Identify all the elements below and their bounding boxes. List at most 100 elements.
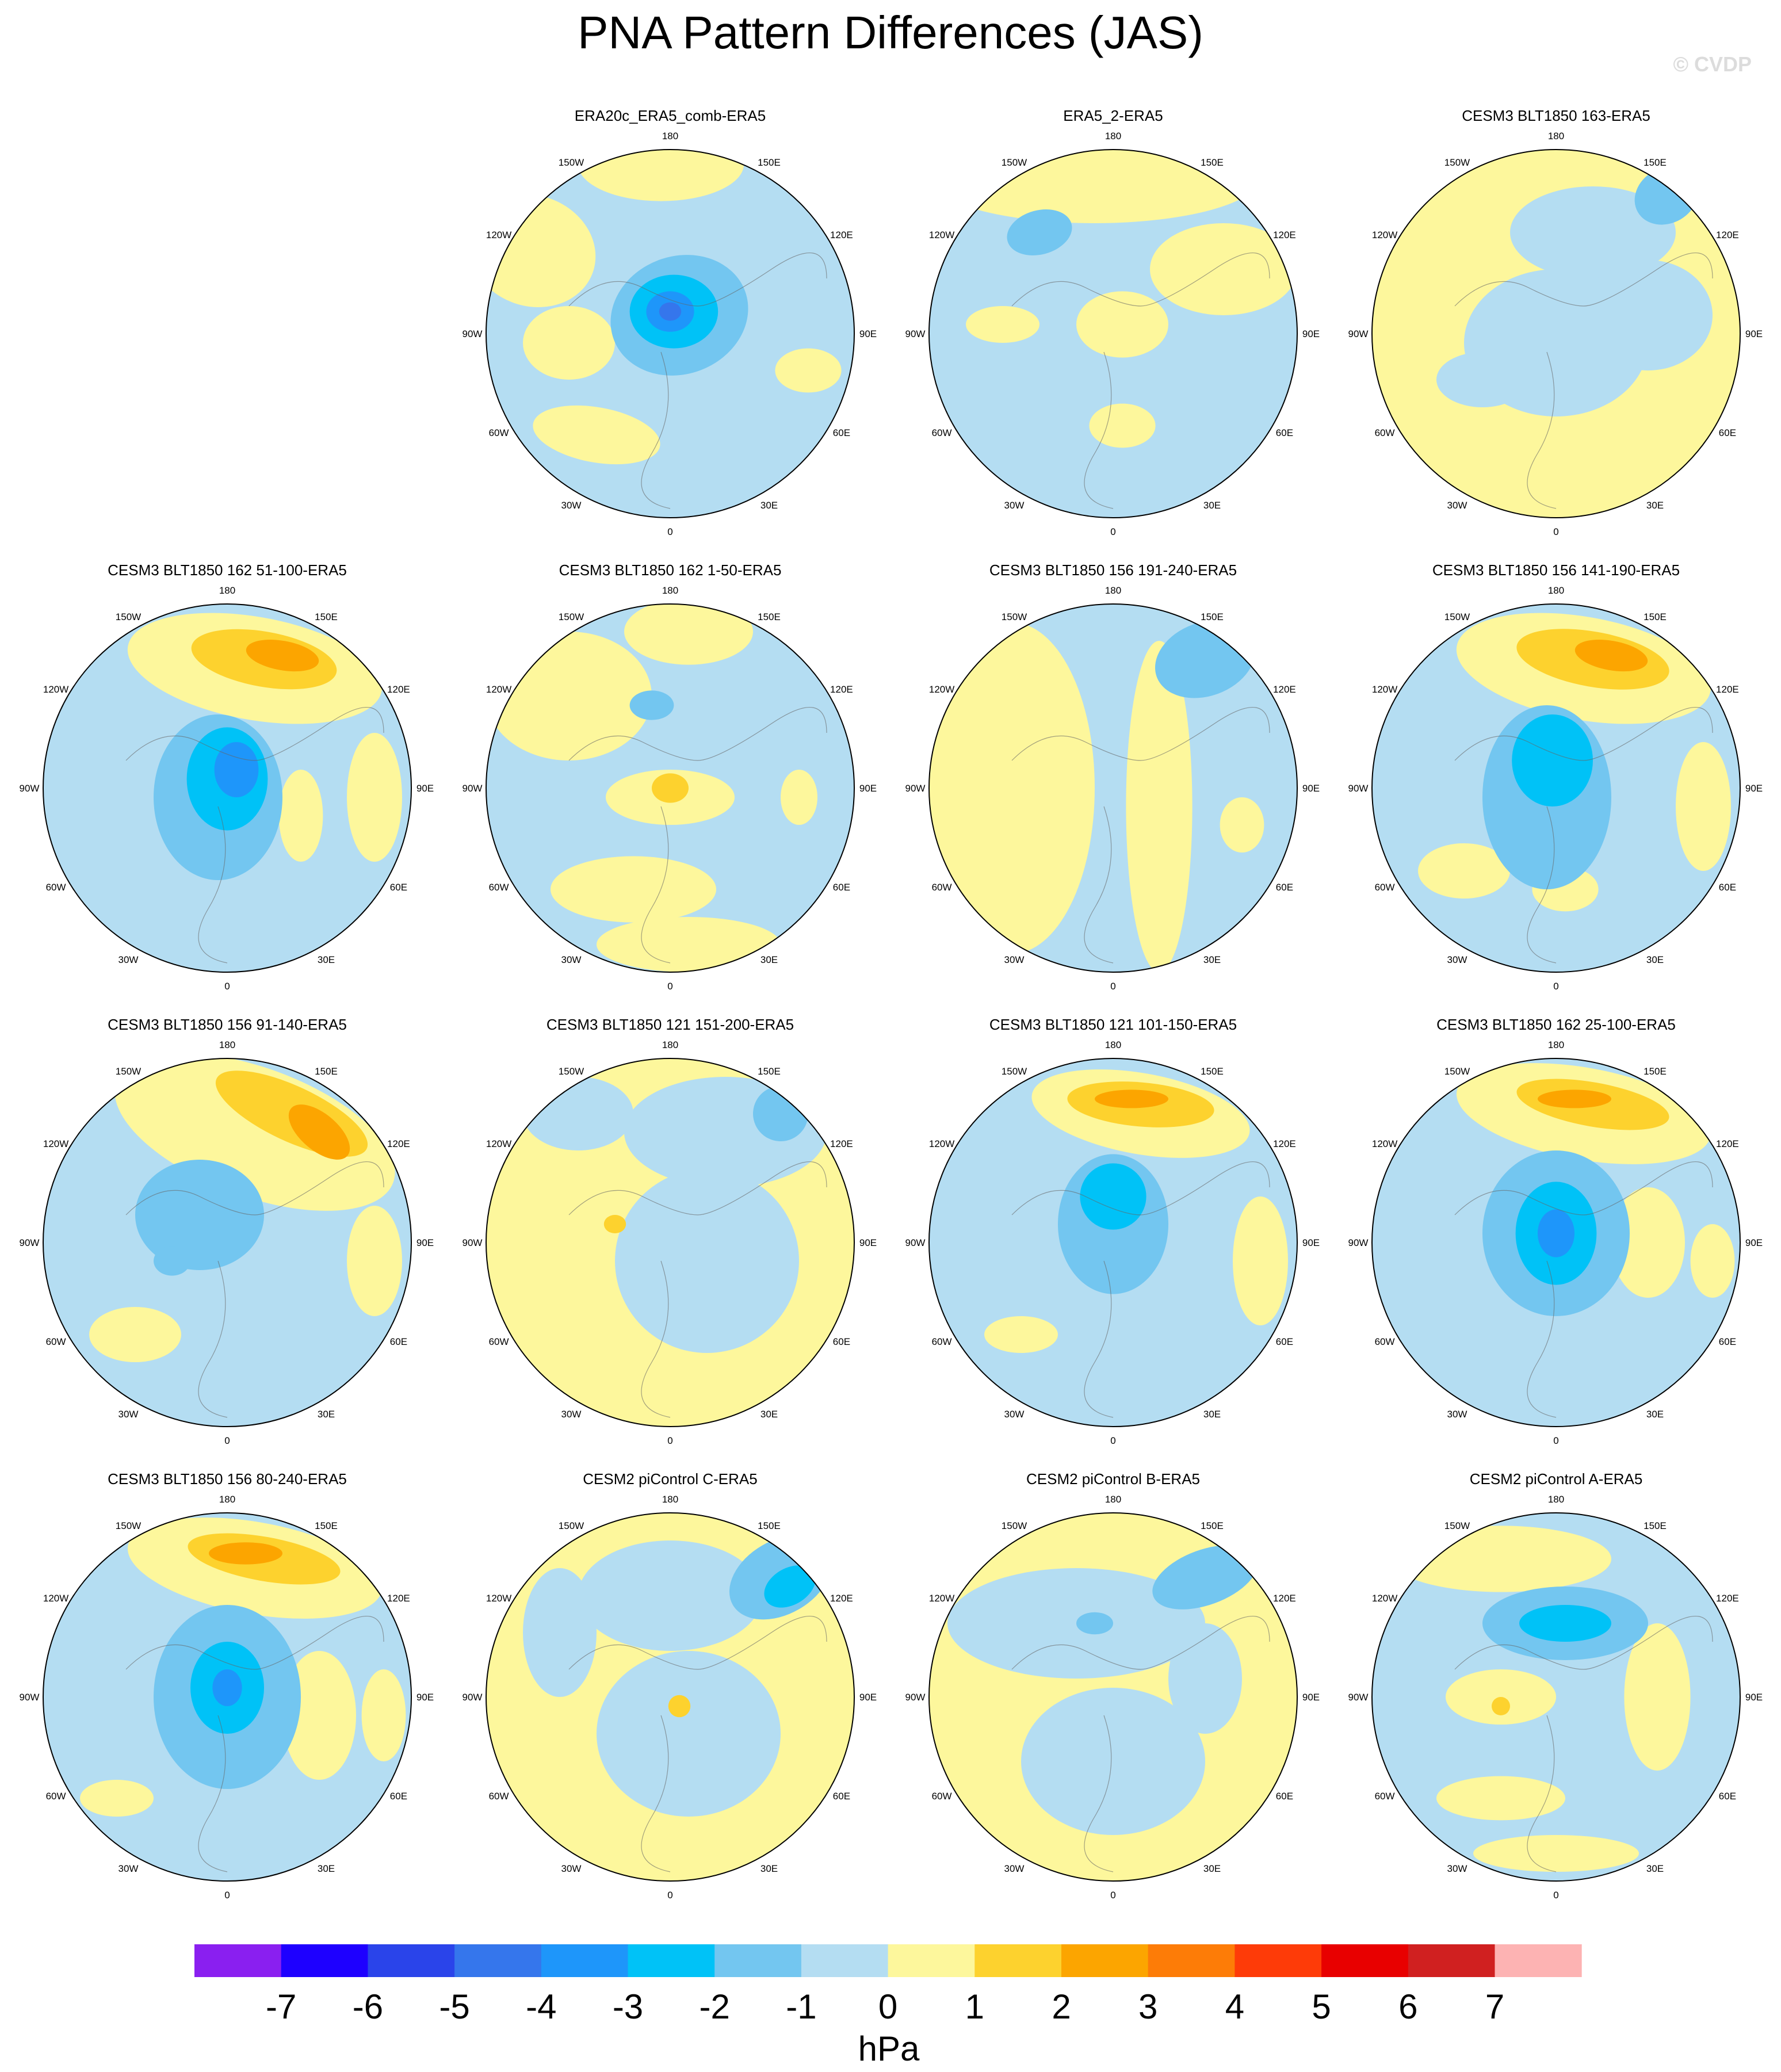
longitude-label: 90E — [859, 1692, 877, 1703]
longitude-label: 90W — [905, 783, 926, 794]
map-border — [928, 1058, 1298, 1427]
map-field — [486, 1513, 854, 1881]
panel-title: CESM2 piControl B-ERA5 — [1026, 1470, 1200, 1488]
contour-region — [775, 348, 842, 393]
contour-region — [533, 405, 660, 465]
contour-region — [652, 773, 689, 803]
contour-region — [89, 1307, 181, 1362]
longitude-label: 150E — [758, 611, 781, 622]
coastline — [641, 1260, 671, 1418]
contour-region — [1418, 843, 1510, 899]
longitude-label: 180 — [1105, 1039, 1121, 1050]
contour-region — [80, 1780, 154, 1817]
coastline — [125, 706, 384, 761]
colorbar-tick-label: -4 — [526, 1987, 556, 2026]
contour-region — [1390, 1526, 1611, 1592]
coastline — [125, 1615, 384, 1670]
map-border — [1371, 1512, 1741, 1882]
map-panel: ERA20c_ERA5_comb-ERA5 0 30E 60E 90E 120E 150E 1… — [463, 107, 877, 537]
colorbar-swatch — [541, 1944, 628, 1977]
longitude-label: 30W — [561, 954, 582, 965]
map-panel: CESM3 BLT1850 156 80-240-ERA5 0 30E 60E 90E 1… — [20, 1470, 434, 1901]
map-panel: ERA5_2-ERA5 0 30E 60E 90E 120E 150E 180 150W 120W… — [905, 107, 1320, 537]
longitude-label: 90W — [905, 1237, 926, 1248]
longitude-label: 0 — [224, 1890, 230, 1901]
longitude-label: 150W — [559, 157, 584, 168]
panel-title: CESM3 BLT1850 121 101-150-ERA5 — [989, 1016, 1237, 1033]
map-field — [929, 604, 1297, 972]
contour-region — [347, 1206, 402, 1316]
map-panel: CESM3 BLT1850 163-ERA5 0 30E 60E 90E 120E 150E… — [1348, 107, 1763, 537]
longitude-label: 90E — [1745, 783, 1763, 794]
longitude-label: 30E — [1203, 1409, 1221, 1420]
longitude-label: 30W — [561, 1409, 582, 1420]
coastline — [1011, 706, 1270, 761]
longitude-label: 90W — [1348, 783, 1369, 794]
contour-region — [1473, 1835, 1639, 1872]
longitude-label: 90E — [416, 783, 434, 794]
contour-region — [1510, 186, 1676, 278]
coastline — [198, 1715, 228, 1872]
longitude-label: 120W — [929, 684, 954, 695]
colorbar-tick-label: 1 — [965, 1987, 984, 2026]
map-border — [1371, 603, 1741, 973]
coastline — [1527, 1715, 1557, 1872]
longitude-label: 150E — [758, 157, 781, 168]
contour-region — [929, 622, 1095, 954]
contour-region — [668, 1695, 691, 1718]
longitude-label: 30E — [1646, 500, 1664, 511]
longitude-label: 180 — [1105, 131, 1121, 142]
map-panel: CESM2 piControl B-ERA5 0 30E 60E 90E 120E 150E… — [905, 1470, 1320, 1901]
longitude-label: 120W — [486, 684, 511, 695]
contour-region — [282, 1651, 356, 1780]
panel-title: CESM3 BLT1850 121 151-200-ERA5 — [546, 1016, 794, 1033]
longitude-label: 180 — [662, 1494, 678, 1505]
map-field — [486, 1058, 854, 1427]
longitude-label: 60W — [489, 1336, 509, 1347]
longitude-label: 150W — [116, 1520, 141, 1531]
panel-title: ERA5_2-ERA5 — [1063, 107, 1163, 124]
longitude-label: 90W — [1348, 1692, 1369, 1703]
longitude-label: 90E — [1745, 1692, 1763, 1703]
map-border — [928, 149, 1298, 518]
contour-region — [209, 1542, 282, 1565]
longitude-label: 60E — [390, 882, 407, 893]
longitude-label: 150W — [116, 611, 141, 622]
map-panel: CESM3 BLT1850 156 191-240-ERA5 0 30E 60E 90E… — [905, 561, 1320, 992]
contour-region — [597, 1651, 781, 1817]
longitude-label: 180 — [1105, 585, 1121, 596]
coastline — [1454, 1161, 1713, 1215]
longitude-label: 120E — [1273, 230, 1296, 240]
colorbar-swatch — [1148, 1944, 1235, 1977]
longitude-label: 150E — [1644, 611, 1667, 622]
panel-title: CESM2 piControl C-ERA5 — [583, 1470, 757, 1488]
contour-region — [1611, 1187, 1685, 1298]
longitude-label: 0 — [1553, 526, 1558, 537]
panel-title: CESM3 BLT1850 162 25-100-ERA5 — [1436, 1016, 1676, 1033]
contour-region — [1007, 209, 1072, 255]
longitude-label: 120E — [830, 230, 853, 240]
map-field — [43, 604, 411, 972]
longitude-label: 60E — [833, 1791, 850, 1802]
longitude-label: 0 — [667, 1435, 672, 1446]
contour-region — [361, 1669, 406, 1761]
contour-region — [1095, 1089, 1168, 1108]
longitude-label: 90E — [416, 1692, 434, 1703]
coastline — [568, 1615, 827, 1670]
colorbar-swatch — [628, 1944, 715, 1977]
colorbar-swatch — [801, 1944, 889, 1977]
longitude-label: 180 — [662, 585, 678, 596]
contour-region — [1021, 1688, 1205, 1835]
contour-region — [1152, 1545, 1258, 1610]
longitude-label: 60E — [1276, 1336, 1293, 1347]
contour-region — [1519, 1605, 1611, 1642]
longitude-label: 60E — [1719, 882, 1736, 893]
longitude-label: 60W — [46, 1791, 66, 1802]
map-field — [43, 1513, 411, 1881]
map-panel: CESM3 BLT1850 162 1-50-ERA5 0 30E 60E 90E 120… — [463, 561, 877, 992]
map-panel: CESM3 BLT1850 162 25-100-ERA5 0 30E 60E 90E 1… — [1348, 1016, 1763, 1446]
coastline — [125, 1161, 384, 1215]
colorbar-tick-label: 4 — [1225, 1987, 1244, 2026]
contour-region — [135, 1160, 264, 1270]
longitude-label: 0 — [667, 1890, 672, 1901]
